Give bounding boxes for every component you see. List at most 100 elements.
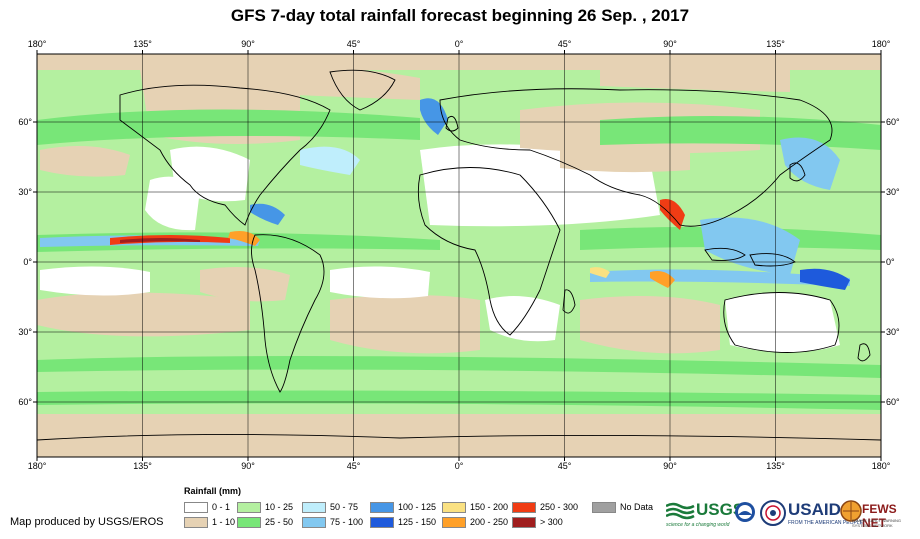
legend-label: No Data bbox=[620, 502, 654, 512]
lon-label-top: 45° bbox=[346, 39, 361, 49]
legend-swatch bbox=[512, 502, 536, 513]
legend-title: Rainfall (mm) bbox=[184, 486, 242, 496]
rainfall-region bbox=[250, 203, 285, 225]
legend-swatch bbox=[370, 517, 394, 528]
legend-label: 200 - 250 bbox=[470, 517, 509, 527]
lon-label-top: 180° bbox=[27, 39, 47, 49]
usaid-tagline: FROM THE AMERICAN PEOPLE bbox=[788, 520, 863, 526]
lat-label-right: 30° bbox=[886, 327, 900, 337]
rainfall-region bbox=[120, 238, 200, 243]
rainfall-region bbox=[590, 267, 610, 278]
rainfall-region bbox=[660, 199, 685, 230]
legend-label: > 300 bbox=[540, 517, 563, 527]
lon-label-top: 45° bbox=[557, 39, 572, 49]
coastline bbox=[37, 433, 881, 441]
rainfall-region bbox=[725, 292, 840, 353]
lon-label-top: 90° bbox=[241, 39, 255, 49]
lat-label-left: 60° bbox=[18, 117, 32, 127]
credit-text: Map produced by USGS/EROS bbox=[10, 516, 164, 528]
lon-label-bottom: 0° bbox=[454, 461, 464, 471]
coastline bbox=[417, 167, 561, 336]
legend-swatch bbox=[442, 502, 466, 513]
rainfall-region bbox=[600, 62, 790, 92]
legend-swatch bbox=[302, 502, 326, 513]
legend-swatch bbox=[370, 502, 394, 513]
lon-label-bottom: 135° bbox=[766, 461, 785, 471]
lon-label-top: 90° bbox=[663, 39, 677, 49]
coastline bbox=[329, 69, 396, 111]
rainfall-region bbox=[780, 137, 840, 190]
coastline bbox=[857, 343, 871, 362]
lon-label-bottom: 180° bbox=[871, 461, 891, 471]
coastline bbox=[445, 115, 459, 132]
lon-label-bottom: 90° bbox=[241, 461, 255, 471]
legend-swatch bbox=[184, 517, 208, 528]
rainfall-region bbox=[420, 98, 448, 135]
fewsnet-tagline: FAMINE EARLY WARNING SYSTEMS NETWORK bbox=[852, 518, 902, 528]
usgs-logo: USGS bbox=[696, 500, 745, 519]
legend-swatch bbox=[592, 502, 616, 513]
noaa-emblem-icon bbox=[735, 502, 755, 522]
legend-label: 10 - 25 bbox=[265, 502, 294, 512]
rainfall-region bbox=[200, 266, 290, 302]
rainfall-region bbox=[228, 231, 260, 246]
lon-label-bottom: 45° bbox=[346, 461, 361, 471]
rainfall-region bbox=[40, 146, 130, 177]
lon-label-top: 180° bbox=[871, 39, 891, 49]
lat-label-right: 30° bbox=[886, 187, 900, 197]
coastline bbox=[704, 247, 746, 261]
rainfall-region bbox=[145, 176, 200, 231]
usaid-seal-icon bbox=[760, 500, 786, 526]
lon-label-bottom: 135° bbox=[133, 461, 152, 471]
fewsnet-globe-icon bbox=[840, 500, 862, 522]
lat-label-right: 0° bbox=[886, 257, 895, 267]
rainfall-region bbox=[800, 268, 850, 290]
usgs-tagline: science for a changing world bbox=[666, 522, 730, 528]
logo-strip: USGS science for a changing world USAID … bbox=[664, 496, 916, 534]
lon-label-top: 0° bbox=[454, 39, 464, 49]
coastline bbox=[723, 292, 840, 353]
legend-swatch bbox=[237, 502, 261, 513]
lon-label-bottom: 45° bbox=[557, 461, 572, 471]
rainfall-region bbox=[37, 109, 420, 145]
coastline bbox=[439, 88, 833, 227]
legend-swatch bbox=[184, 502, 208, 513]
legend-label: 75 - 100 bbox=[330, 517, 364, 527]
fewsnet-logo: FEWS NET bbox=[862, 502, 897, 530]
coastline bbox=[251, 234, 325, 393]
legend-label: 100 - 125 bbox=[398, 502, 437, 512]
coastline bbox=[562, 289, 576, 314]
map-title: GFS 7-day total rainfall forecast beginn… bbox=[230, 6, 690, 25]
rainfall-region bbox=[37, 292, 250, 337]
legend-label: 0 - 1 bbox=[212, 502, 231, 512]
lon-label-bottom: 180° bbox=[27, 461, 47, 471]
lon-label-bottom: 90° bbox=[663, 461, 677, 471]
coastline bbox=[119, 84, 331, 226]
legend-swatch bbox=[442, 517, 466, 528]
legend-swatch bbox=[512, 517, 536, 528]
rainfall-region bbox=[580, 296, 720, 354]
legend-swatch bbox=[237, 517, 261, 528]
legend-swatch bbox=[302, 517, 326, 528]
lat-label-right: 60° bbox=[886, 117, 900, 127]
rainfall-region bbox=[330, 295, 480, 354]
lat-label-left: 30° bbox=[18, 327, 32, 337]
lat-label-left: 30° bbox=[18, 187, 32, 197]
lon-label-top: 135° bbox=[133, 39, 152, 49]
rainfall-region bbox=[700, 217, 800, 275]
rainfall-region bbox=[40, 266, 150, 296]
rainfall-region bbox=[300, 146, 360, 175]
legend-label: 150 - 200 bbox=[470, 502, 509, 512]
usgs-wave-icon bbox=[666, 502, 695, 520]
legend-label: 250 - 300 bbox=[540, 502, 579, 512]
lat-label-left: 60° bbox=[18, 397, 32, 407]
rainfall-region bbox=[330, 266, 430, 299]
lat-label-left: 0° bbox=[23, 257, 32, 267]
map-area bbox=[33, 50, 885, 461]
legend-label: 25 - 50 bbox=[265, 517, 294, 527]
usaid-logo: USAID bbox=[788, 500, 841, 519]
legend-label: 50 - 75 bbox=[330, 502, 359, 512]
coastline bbox=[789, 162, 806, 182]
rainfall-region bbox=[650, 271, 675, 288]
legend-label: 1 - 10 bbox=[212, 517, 236, 527]
